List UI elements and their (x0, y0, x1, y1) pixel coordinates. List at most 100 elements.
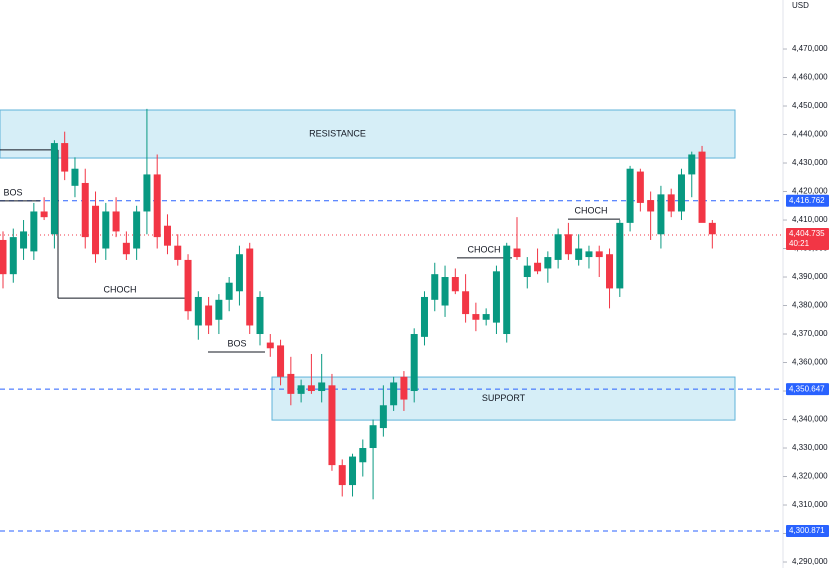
candle-body (626, 168, 634, 223)
zone (0, 109, 736, 159)
candle-body (194, 296, 202, 326)
candle-body (472, 314, 480, 320)
candle-body (50, 143, 58, 235)
y-tick-label: 4,440,000 (792, 130, 828, 139)
countdown-label: 40:21 (789, 239, 810, 248)
candle-body (0, 239, 7, 275)
candle-body (359, 448, 367, 463)
candle-body (112, 211, 120, 232)
y-tick-label: 4,380,000 (792, 301, 828, 310)
candle-body (390, 382, 398, 406)
y-tick-label: 4,340,000 (792, 415, 828, 424)
candle-body (636, 171, 644, 203)
y-tick-label: 4,290,000 (792, 557, 828, 566)
candle-body (184, 259, 192, 312)
candle-body (554, 234, 562, 260)
candle-body (205, 305, 213, 326)
y-tick-label: 4,460,000 (792, 73, 828, 82)
candle-body (462, 291, 470, 315)
candle-body (246, 248, 254, 326)
y-tick-label: 4,310,000 (792, 500, 828, 509)
candle-body (585, 251, 593, 258)
candle-body (163, 225, 171, 246)
candle-body (328, 385, 336, 466)
candle-body (287, 373, 295, 394)
y-tick-label: 4,470,000 (792, 44, 828, 53)
candle-body (441, 277, 449, 306)
candle-body (708, 222, 716, 235)
candle-body (30, 211, 38, 252)
candle-body (647, 200, 655, 212)
candle-body (215, 299, 223, 320)
candle-body (81, 182, 89, 238)
candle-body (318, 382, 326, 392)
candle-body (503, 245, 511, 335)
candle-body (379, 405, 387, 429)
candle-body (616, 222, 624, 289)
candle-body (143, 174, 151, 212)
y-tick-label: 4,450,000 (792, 101, 828, 110)
structure-label: CHOCH (468, 244, 501, 254)
candle-body (400, 376, 408, 400)
structure-label: CHOCH (575, 206, 608, 216)
y-tick-label: 4,390,000 (792, 272, 828, 281)
candle-body (225, 282, 233, 300)
candle-body (266, 342, 274, 349)
candle-body (349, 456, 357, 486)
candle-body (534, 262, 542, 272)
candle-body (564, 234, 572, 255)
candle-body (482, 314, 490, 320)
candle-body (133, 211, 141, 249)
candle-body (307, 385, 315, 392)
price-label-box (786, 383, 829, 396)
candle-body (256, 296, 264, 335)
candle-body (544, 257, 552, 269)
y-tick-label: 4,430,000 (792, 158, 828, 167)
structure-label: BOS (3, 187, 22, 197)
y-tick-label: 4,370,000 (792, 329, 828, 338)
structure-label: CHOCH (104, 284, 137, 294)
candle-body (431, 274, 439, 300)
candle-body (102, 211, 110, 249)
candle-body (369, 425, 377, 449)
price-label: 4,416.762 (789, 196, 825, 205)
current-price-box (786, 228, 829, 251)
currency-label: USD (792, 1, 809, 10)
price-label-box (786, 525, 829, 538)
price-label: 4,350.647 (789, 384, 825, 393)
candle-body (492, 271, 500, 323)
zone-label: SUPPORT (482, 393, 526, 403)
y-tick-label: 4,330,000 (792, 443, 828, 452)
candle-body (698, 151, 706, 223)
candle-body (9, 237, 17, 275)
y-tick-label: 4,420,000 (792, 187, 828, 196)
candle-body (92, 205, 100, 255)
candle-body (657, 194, 665, 235)
candle-body (575, 248, 583, 260)
y-tick-label: 4,320,000 (792, 472, 828, 481)
price-label-box (786, 194, 829, 207)
candle-body (40, 211, 48, 218)
candle-body (451, 277, 459, 292)
candle-body (523, 265, 531, 278)
candle-body (61, 143, 69, 172)
y-tick-label: 4,410,000 (792, 215, 828, 224)
zone (271, 376, 736, 421)
candle-body (606, 254, 614, 289)
candle-body (20, 231, 28, 249)
current-price-label: 4,404.735 (789, 229, 825, 238)
candle-body (513, 248, 521, 258)
candle-body (677, 174, 685, 212)
candle-body (688, 154, 696, 175)
candle-body (338, 465, 346, 486)
zone-label: RESISTANCE (309, 128, 366, 138)
candle-body (277, 345, 285, 377)
candle-body (410, 334, 418, 392)
candle-body (71, 168, 79, 186)
candle-body (420, 296, 428, 337)
candle-body (122, 242, 130, 255)
structure-label: BOS (227, 338, 246, 348)
candle-body (235, 254, 243, 292)
